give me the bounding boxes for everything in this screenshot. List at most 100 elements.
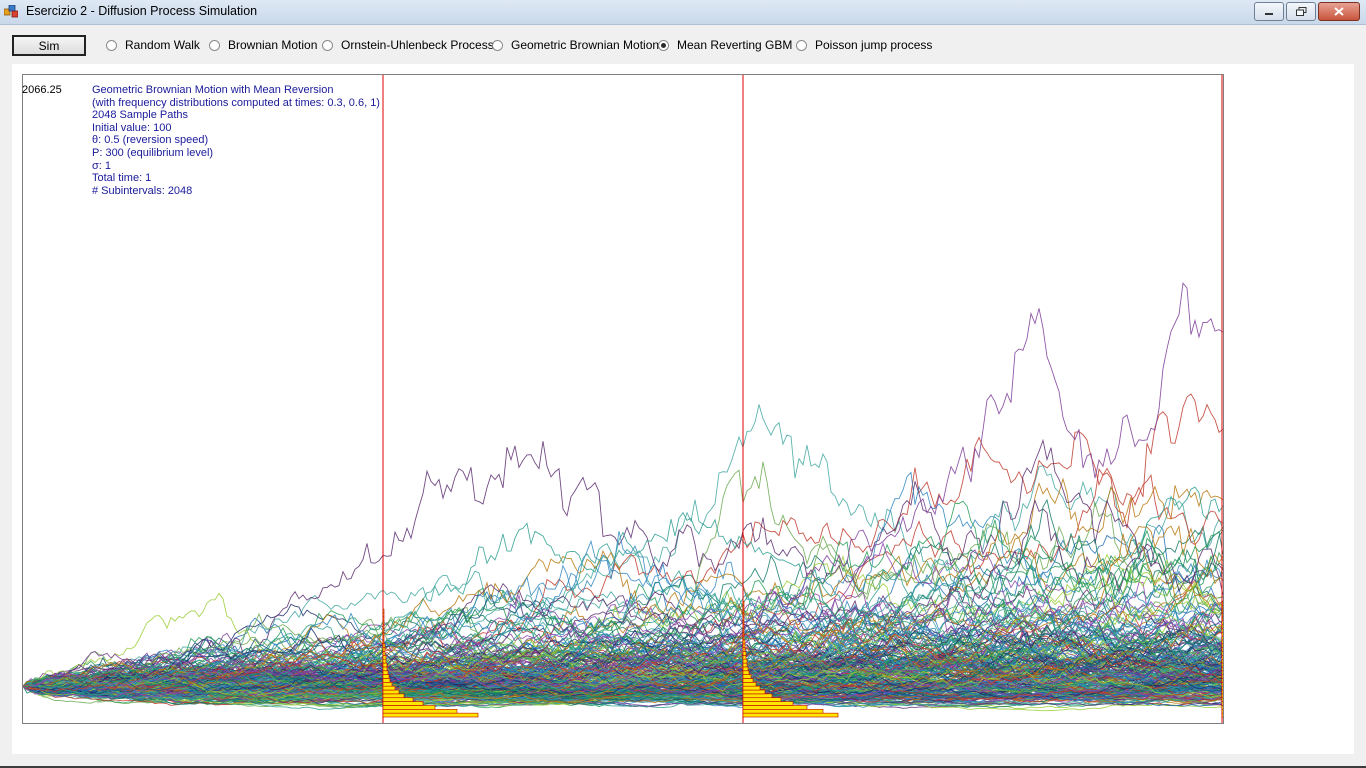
histogram-bar (742, 624, 745, 629)
histogram-bar (1221, 712, 1223, 718)
histogram-bar (382, 616, 385, 621)
histogram-bar (1221, 708, 1223, 714)
histogram-bar (382, 628, 385, 633)
sample-path (23, 629, 1223, 692)
info-line: # Subintervals: 2048 (92, 184, 193, 197)
histogram-bar (1221, 705, 1223, 710)
sample-path (23, 531, 1223, 691)
histogram-bar (382, 620, 385, 625)
sample-path (23, 529, 1223, 700)
radio-label: Mean Reverting GBM (677, 38, 793, 52)
radio-label: Poisson jump process (815, 38, 933, 52)
info-line: 2048 Sample Paths (92, 109, 189, 122)
histogram-bar (1221, 631, 1223, 637)
histogram-bar (1221, 701, 1223, 706)
radio-label: Geometric Brownian Motion (511, 38, 660, 52)
info-line: (with frequency distributions computed a… (92, 96, 380, 109)
minimize-button[interactable] (1254, 2, 1284, 21)
radio-indicator (106, 39, 117, 51)
histogram-bar (382, 662, 388, 668)
radio-indicator-selected (658, 39, 669, 51)
histogram-bar (1221, 608, 1223, 614)
histogram-bar (742, 616, 745, 621)
histogram-bar (382, 666, 388, 672)
radio-mean-reverting-gbm[interactable]: Mean Reverting GBM (658, 38, 792, 52)
info-line: Total time: 1 (92, 172, 152, 185)
radio-brownian-motion[interactable]: Brownian Motion (209, 38, 317, 52)
histogram-bar (742, 655, 747, 660)
sample-path (23, 665, 1223, 695)
sample-path (23, 499, 1223, 688)
info-line: θ: 0.5 (reversion speed) (92, 134, 209, 147)
sample-path (23, 623, 1223, 697)
histogram-bar (742, 670, 750, 675)
histogram-bar (742, 708, 824, 714)
histogram-bar (382, 708, 458, 714)
histogram-bar (382, 701, 424, 706)
radio-poisson-jump-process[interactable]: Poisson jump process (796, 38, 932, 52)
sample-path (23, 668, 1223, 701)
histogram-bar (1221, 697, 1223, 702)
sample-path (23, 644, 1223, 699)
sample-path (23, 590, 1223, 692)
histogram-bar (742, 639, 746, 645)
sample-path (23, 486, 1223, 690)
histogram-bar (382, 682, 393, 687)
histogram-bar (742, 651, 747, 656)
histogram-bar (1221, 651, 1223, 656)
info-title: Geometric Brownian Motion with Mean Reve… (92, 84, 334, 96)
sample-path (23, 630, 1223, 694)
histogram-bar (1221, 647, 1223, 652)
radio-label: Random Walk (125, 38, 200, 52)
histogram-bar (1221, 655, 1223, 660)
histogram-bar (1221, 658, 1223, 664)
sample-path (23, 617, 1223, 692)
histogram-bar (1221, 635, 1223, 641)
radio-random-walk[interactable]: Random Walk (106, 38, 200, 52)
histogram-bar (382, 643, 386, 648)
histogram-bar (742, 662, 748, 668)
histogram-bar (742, 608, 745, 614)
sample-path (23, 634, 1223, 697)
histogram-bar (742, 697, 782, 702)
sample-path (23, 650, 1223, 703)
sample-path (23, 558, 1223, 693)
histogram-bar (382, 693, 405, 699)
sim-button[interactable]: Sim (12, 35, 86, 56)
close-button[interactable] (1318, 2, 1360, 21)
sample-path (23, 591, 1223, 687)
histogram-bar (382, 705, 436, 710)
histogram-bar (382, 658, 387, 664)
histogram-bar (382, 647, 386, 652)
histogram-bar (382, 689, 400, 695)
histogram-bar (1221, 643, 1223, 648)
sample-path (23, 591, 1223, 689)
radio-ornstein-uhlenbeck[interactable]: Ornstein-Uhlenbeck Process (322, 38, 494, 52)
histogram-bar (1221, 693, 1223, 699)
histogram-bar (382, 685, 396, 691)
histogram-bar (1221, 685, 1223, 691)
histogram-bar (382, 639, 385, 645)
plot-panel (12, 64, 1354, 754)
sample-path (23, 602, 1223, 704)
histogram-bar (742, 705, 808, 710)
radio-geometric-brownian-motion[interactable]: Geometric Brownian Motion (492, 38, 659, 52)
minimize-icon (1265, 12, 1273, 15)
close-icon (1334, 7, 1344, 16)
histogram-bar (742, 712, 839, 718)
radio-label: Brownian Motion (228, 38, 318, 52)
histogram-bar (1221, 678, 1223, 683)
radio-indicator (492, 39, 503, 51)
histogram-bar (742, 674, 752, 679)
histogram-bar (1221, 674, 1223, 679)
maximize-button[interactable] (1286, 2, 1316, 21)
histogram-bar (742, 689, 766, 695)
y-max-label: 2066.25 (22, 84, 62, 96)
histogram-bar (1221, 639, 1223, 645)
histogram-bar (742, 635, 745, 641)
histogram-bar (382, 670, 389, 675)
histogram-bar (742, 620, 745, 625)
client-area: Sim Random Walk Brownian Motion Ornstein… (0, 25, 1366, 768)
histogram-bar (382, 678, 391, 683)
histogram-bar (742, 658, 748, 664)
